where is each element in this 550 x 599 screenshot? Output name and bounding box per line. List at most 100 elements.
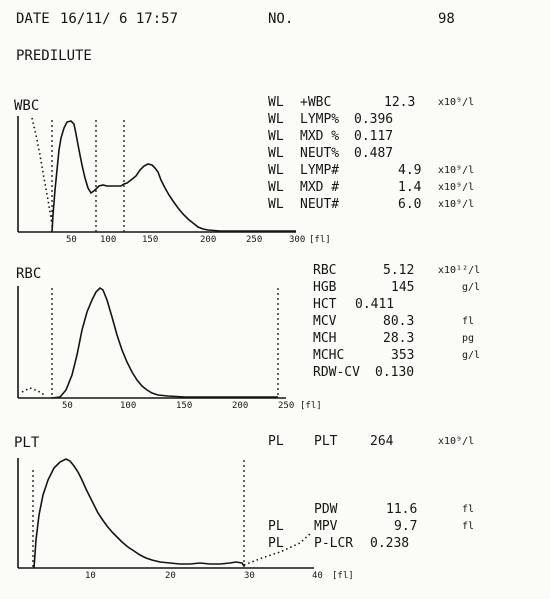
param-value: 6.0 <box>398 197 422 212</box>
rbc-axis-unit: [fl] <box>300 401 322 411</box>
wbc-result-row: WL MXD % 0.117 <box>268 129 393 182</box>
flag: PL <box>268 434 284 449</box>
rbc-dotted-tail <box>21 387 47 397</box>
plt-result-row: PL P-LCR 0.238 <box>268 537 409 589</box>
param-name: NEUT# <box>300 197 340 212</box>
param-name: MPV <box>314 519 338 534</box>
rbc-tick-100: 100 <box>120 401 137 411</box>
param-unit: x10⁹/l <box>438 199 475 210</box>
param-name: HCT <box>313 297 337 312</box>
rbc-result-row: HCT 0.411 <box>313 298 394 337</box>
param-name: P-LCR <box>314 536 354 551</box>
param-unit: x10¹²/l <box>438 265 481 276</box>
rbc-result-row: RBC 5.12 x10¹²/l <box>313 264 480 316</box>
wbc-tick-200: 200 <box>200 235 217 245</box>
rbc-title: RBC <box>16 266 42 282</box>
wbc-tick-250: 250 <box>246 235 263 245</box>
plt-histogram-curve <box>33 458 245 569</box>
param-value: 12.3 <box>384 95 416 110</box>
param-value: 5.12 <box>383 263 415 278</box>
param-value: 0.396 <box>354 112 394 127</box>
wbc-histogram-curve <box>51 120 296 233</box>
wbc-title: WBC <box>14 98 40 114</box>
param-value: 11.6 <box>386 502 418 517</box>
param-value: 1.4 <box>398 180 422 195</box>
param-unit: x10⁹/l <box>438 165 475 176</box>
plt-tick-20: 20 <box>165 571 176 581</box>
param-value: 0.238 <box>370 536 410 551</box>
param-value: 4.9 <box>398 163 422 178</box>
param-name: RBC <box>313 263 337 278</box>
flag: WL <box>268 129 284 144</box>
param-value: 0.130 <box>375 365 415 380</box>
rbc-tick-200: 200 <box>232 401 249 411</box>
param-name: MCHC <box>313 348 345 363</box>
number-value: 98 <box>438 11 455 27</box>
param-unit: x10⁹/l <box>438 182 475 193</box>
param-name: RDW-CV <box>313 365 360 380</box>
param-value: 145 <box>391 280 415 295</box>
date-label: DATE <box>16 11 50 27</box>
plt-tick-30: 30 <box>244 571 255 581</box>
param-value: 0.487 <box>354 146 394 161</box>
flag: WL <box>268 197 284 212</box>
rbc-tick-150: 150 <box>176 401 193 411</box>
flag: WL <box>268 112 284 127</box>
flag: WL <box>268 180 284 195</box>
wbc-axis-unit: [fl] <box>309 235 331 245</box>
param-value: 0.117 <box>354 129 394 144</box>
param-unit: pg <box>462 333 475 344</box>
param-value: 0.411 <box>355 297 395 312</box>
wbc-result-row: WL LYMP# 4.9 x10⁹/l <box>268 163 474 229</box>
param-name: PDW <box>314 502 338 517</box>
plt-axis-unit: [fl] <box>332 571 354 581</box>
wbc-tick-300: 300 <box>289 235 306 245</box>
plt-tick-10: 10 <box>85 571 96 581</box>
plt-result-row: PL PLT 264 x10⁹/l <box>268 434 474 500</box>
wbc-result-row: WL LYMP% 0.396 <box>268 112 393 165</box>
rbc-result-row: MCV 80.3 fl <box>313 315 474 367</box>
param-name: LYMP% <box>300 112 340 127</box>
param-name: MCH <box>313 331 337 346</box>
rbc-tick-50: 50 <box>62 401 73 411</box>
plt-title: PLT <box>14 435 40 451</box>
date-value: 16/11/ 6 17:57 <box>60 11 179 27</box>
wbc-result-row: WL +WBC 12.3 x10⁹/l <box>268 95 474 161</box>
param-unit: x10⁹/l <box>438 97 475 108</box>
param-unit: g/l <box>462 350 481 361</box>
rbc-result-row: MCH 28.3 pg <box>313 332 474 384</box>
rbc-result-row: MCHC 353 g/l <box>313 349 480 401</box>
flag: WL <box>268 146 284 161</box>
rbc-result-row: HGB 145 g/l <box>313 281 480 333</box>
plt-result-row: PDW 11.6 fl <box>268 503 474 568</box>
wbc-dotted-tail <box>31 117 53 225</box>
flag: WL <box>268 163 284 178</box>
wbc-result-row: WL MXD # 1.4 x10⁹/l <box>268 180 474 246</box>
param-unit: fl <box>462 504 475 515</box>
wbc-result-row: WL NEUT% 0.487 <box>268 146 393 199</box>
wbc-tick-100: 100 <box>100 235 117 245</box>
param-unit: fl <box>462 316 475 327</box>
param-name: MXD # <box>300 180 340 195</box>
rbc-tick-250: 250 <box>278 401 295 411</box>
param-unit: fl <box>462 521 475 532</box>
rbc-histogram-curve <box>51 286 278 399</box>
flag: PL <box>268 519 284 534</box>
param-name: MXD % <box>300 129 340 144</box>
param-name: MCV <box>313 314 337 329</box>
param-value: 80.3 <box>383 314 415 329</box>
param-value: 9.7 <box>394 519 418 534</box>
param-name: +WBC <box>300 95 332 110</box>
number-label: NO. <box>268 11 294 27</box>
wbc-result-row: WL NEUT# 6.0 x10⁹/l <box>268 197 474 263</box>
param-name: PLT <box>314 434 338 449</box>
mode-label: PREDILUTE <box>16 48 92 64</box>
plt-result-row: PL MPV 9.7 fl <box>268 519 474 585</box>
param-value: 28.3 <box>383 331 415 346</box>
wbc-tick-150: 150 <box>142 235 159 245</box>
flag: WL <box>268 95 284 110</box>
param-value: 353 <box>391 348 415 363</box>
param-unit: g/l <box>462 282 481 293</box>
param-name: LYMP# <box>300 163 340 178</box>
